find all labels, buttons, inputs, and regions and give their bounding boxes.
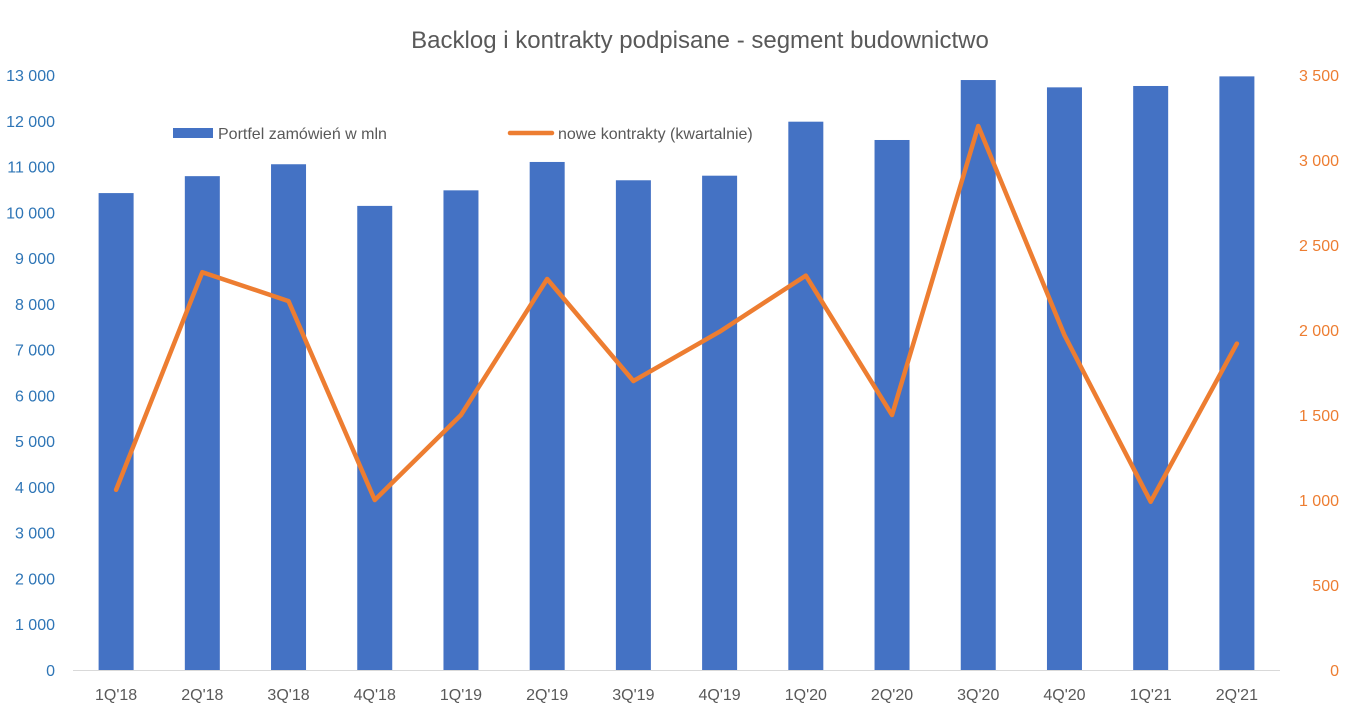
bar — [788, 121, 824, 670]
y-left-tick-label: 7 000 — [15, 343, 55, 360]
line-point — [372, 498, 377, 502]
y-right-tick-label: 3 000 — [1299, 153, 1339, 170]
bar — [529, 161, 565, 670]
x-tick-label: 1Q'21 — [1130, 687, 1172, 704]
x-tick-label: 4Q'19 — [699, 687, 741, 704]
bar — [874, 139, 910, 670]
x-tick-label: 3Q'20 — [957, 687, 999, 704]
axes: 0 1 000 2 000 3 000 4 000 5 000 6 000 7 000 8 00… — [6, 68, 1339, 704]
line-point — [458, 413, 463, 417]
legend: Portfel zamówień w mln nowe kontrakty (kw… — [173, 126, 753, 143]
legend-swatch-bar — [173, 128, 213, 138]
y-left-tick-label: 3 000 — [15, 526, 55, 543]
bar — [960, 80, 996, 671]
series-line — [113, 123, 1240, 504]
x-tick-label: 3Q'18 — [267, 687, 309, 704]
bar — [1219, 76, 1255, 671]
y-right-tick-label: 1 500 — [1299, 408, 1339, 425]
x-tick-label: 1Q'20 — [785, 687, 827, 704]
x-tick-label: 2Q'19 — [526, 687, 568, 704]
x-tick-label: 4Q'18 — [354, 687, 396, 704]
line-point — [1062, 333, 1067, 338]
y-left-tick-label: 10 000 — [6, 205, 55, 222]
x-tick-label: 2Q'18 — [181, 687, 223, 704]
line-point — [717, 329, 722, 334]
chart-title: Backlog i kontrakty podpisane - segment … — [411, 27, 989, 54]
bar — [702, 175, 738, 670]
line-point — [631, 379, 636, 383]
y-right-tick-label: 500 — [1312, 578, 1339, 595]
y-right-tick-label: 1 000 — [1299, 493, 1339, 510]
line-point — [976, 124, 981, 128]
bar — [443, 190, 479, 671]
bar — [357, 205, 393, 670]
bar-series — [98, 76, 1255, 671]
y-left-tick-label: 8 000 — [15, 297, 55, 314]
bar — [271, 164, 307, 670]
y-left-tick-label: 13 000 — [6, 68, 55, 85]
x-tick-label: 4Q'20 — [1043, 687, 1085, 704]
y-left-tick-label: 6 000 — [15, 388, 55, 405]
legend-label-line: nowe kontrakty (kwartalnie) — [558, 126, 753, 143]
line-point — [803, 273, 808, 278]
line-series — [113, 123, 1240, 504]
y-right-tick-label: 2 000 — [1299, 323, 1339, 340]
x-tick-label: 2Q'21 — [1216, 687, 1258, 704]
y-left-tick-label: 9 000 — [15, 251, 55, 268]
y-left-tick-label: 1 000 — [15, 617, 55, 634]
x-tick-label: 1Q'18 — [95, 687, 137, 704]
line-point — [1234, 341, 1239, 346]
x-tick-label: 1Q'19 — [440, 687, 482, 704]
bar — [1046, 87, 1082, 671]
bar — [1133, 85, 1169, 670]
line-point — [545, 277, 550, 281]
y-right-tick-label: 2 500 — [1299, 238, 1339, 255]
legend-label-bar: Portfel zamówień w mln — [218, 126, 387, 143]
y-left-tick-label: 11 000 — [7, 160, 55, 177]
line-point — [114, 487, 119, 492]
y-right-tick-label: 3 500 — [1299, 68, 1339, 85]
line-point — [1148, 499, 1153, 504]
y-left-tick-label: 12 000 — [6, 114, 55, 131]
x-tick-label: 3Q'19 — [612, 687, 654, 704]
line-point — [200, 270, 205, 275]
bar — [615, 180, 651, 670]
bar — [98, 193, 134, 671]
line-point — [890, 413, 895, 417]
bar — [184, 176, 220, 670]
y-left-tick-label: 5 000 — [15, 434, 55, 451]
y-left-tick-label: 0 — [46, 663, 55, 680]
line-point — [286, 299, 291, 304]
y-left-tick-label: 2 000 — [15, 571, 55, 588]
y-left-tick-label: 4 000 — [15, 480, 55, 497]
y-right-tick-label: 0 — [1330, 663, 1339, 680]
x-tick-label: 2Q'20 — [871, 687, 913, 704]
